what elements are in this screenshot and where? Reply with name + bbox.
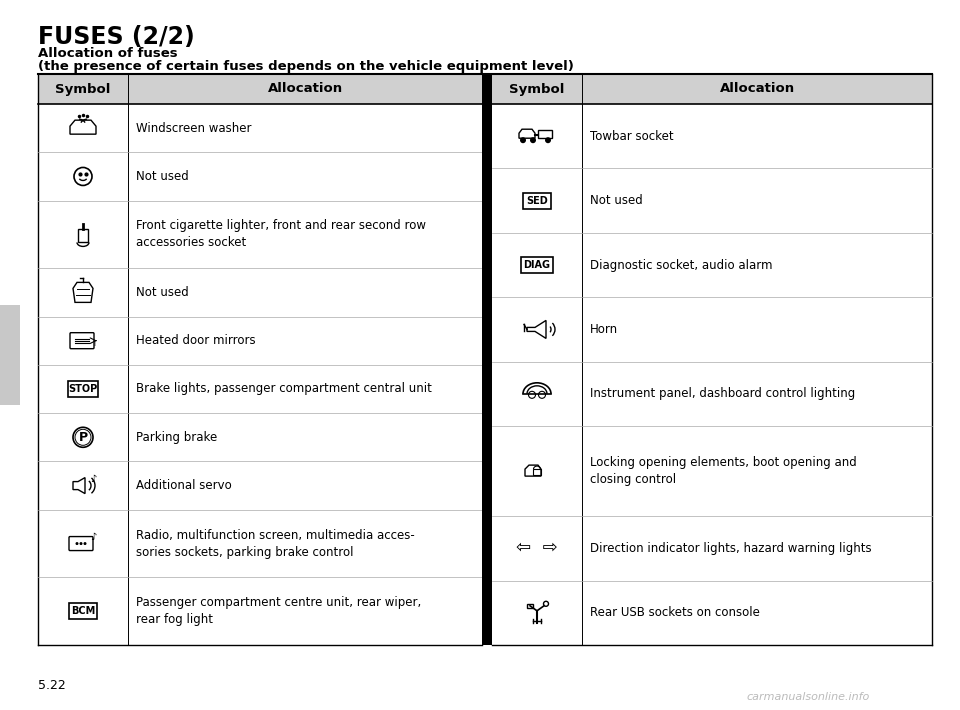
Text: Not used: Not used <box>136 286 189 299</box>
Text: P: P <box>79 431 87 444</box>
Text: Radio, multifunction screen, multimedia acces-
sories sockets, parking brake con: Radio, multifunction screen, multimedia … <box>136 528 415 559</box>
Text: Symbol: Symbol <box>56 82 110 96</box>
Text: Windscreen washer: Windscreen washer <box>136 121 252 135</box>
Text: Not used: Not used <box>590 194 643 207</box>
Text: Not used: Not used <box>136 170 189 183</box>
Text: BCM: BCM <box>71 606 95 616</box>
Text: 5.22: 5.22 <box>38 679 65 692</box>
Text: (the presence of certain fuses depends on the vehicle equipment level): (the presence of certain fuses depends o… <box>38 60 574 73</box>
Text: Additional servo: Additional servo <box>136 479 231 492</box>
Circle shape <box>76 542 79 545</box>
Text: Heated door mirrors: Heated door mirrors <box>136 334 255 347</box>
Text: Allocation: Allocation <box>268 82 343 96</box>
Circle shape <box>84 542 86 545</box>
Bar <box>492 74 932 104</box>
Text: Rear USB sockets on console: Rear USB sockets on console <box>590 606 760 619</box>
Bar <box>38 74 482 104</box>
Text: Locking opening elements, boot opening and
closing control: Locking opening elements, boot opening a… <box>590 456 856 486</box>
Text: ♪: ♪ <box>90 532 96 542</box>
Text: Passenger compartment centre unit, rear wiper,
rear fog light: Passenger compartment centre unit, rear … <box>136 596 421 626</box>
Text: Allocation of fuses: Allocation of fuses <box>38 47 178 60</box>
Text: Instrument panel, dashboard control lighting: Instrument panel, dashboard control ligh… <box>590 388 855 400</box>
Text: STOP: STOP <box>68 384 98 394</box>
Text: FUSES (2/2): FUSES (2/2) <box>38 25 195 49</box>
Text: ⇦  ⇨: ⇦ ⇨ <box>516 540 558 557</box>
Text: Allocation: Allocation <box>719 82 795 96</box>
Text: Diagnostic socket, audio alarm: Diagnostic socket, audio alarm <box>590 258 773 271</box>
Text: ♪: ♪ <box>90 474 96 484</box>
Text: Brake lights, passenger compartment central unit: Brake lights, passenger compartment cent… <box>136 383 432 395</box>
Bar <box>527 604 533 608</box>
Text: Horn: Horn <box>590 323 618 336</box>
Text: Direction indicator lights, hazard warning lights: Direction indicator lights, hazard warni… <box>590 542 872 555</box>
Circle shape <box>545 137 551 143</box>
Text: Towbar socket: Towbar socket <box>590 130 674 143</box>
Text: SED: SED <box>526 196 548 206</box>
Circle shape <box>520 137 526 143</box>
Text: carmanualsonline.info: carmanualsonline.info <box>747 692 870 702</box>
Bar <box>482 74 492 645</box>
Text: Front cigarette lighter, front and rear second row
accessories socket: Front cigarette lighter, front and rear … <box>136 219 426 249</box>
Text: Parking brake: Parking brake <box>136 431 217 444</box>
Circle shape <box>530 137 536 143</box>
Bar <box>533 469 541 475</box>
Text: i: i <box>93 341 95 346</box>
Bar <box>78 229 88 242</box>
Text: DIAG: DIAG <box>523 260 550 270</box>
Circle shape <box>80 542 83 545</box>
Bar <box>0 305 20 405</box>
Text: Symbol: Symbol <box>510 82 564 96</box>
